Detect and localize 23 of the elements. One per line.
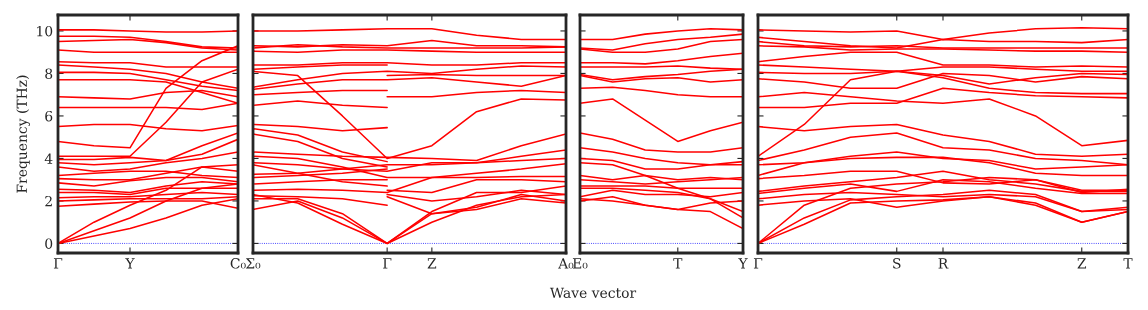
y-axis-title: Frequency (THz) — [16, 75, 30, 193]
y-tick-label: 4 — [44, 153, 53, 164]
x-tick-label: T — [673, 258, 683, 269]
x-tick-label: Σ₀ — [245, 258, 261, 269]
y-tick-label: 6 — [45, 110, 53, 122]
x-tick-label: Γ — [383, 258, 392, 269]
y-tick-label: 8 — [45, 68, 53, 79]
x-tick-label: Y — [125, 258, 135, 269]
x-tick-label: R — [938, 258, 949, 269]
x-tick-label: S — [893, 258, 901, 269]
x-tick-label: Z — [427, 258, 437, 269]
y-tick-label: 2 — [45, 195, 52, 207]
y-tick-label: 0 — [45, 238, 53, 249]
x-tick-label: E₀ — [572, 258, 588, 269]
x-tick-label: Γ — [53, 258, 63, 269]
x-tick-label: T — [1123, 258, 1133, 269]
x-tick-label: A₀ — [558, 258, 574, 269]
x-tick-label: Y — [738, 258, 748, 269]
x-tick-label: Γ — [753, 258, 763, 269]
x-tick-label: Z — [1077, 258, 1087, 269]
text: Wave vector — [549, 287, 637, 299]
y-tick-label: 10 — [37, 25, 53, 37]
x-tick-label: C₀ — [230, 258, 246, 269]
